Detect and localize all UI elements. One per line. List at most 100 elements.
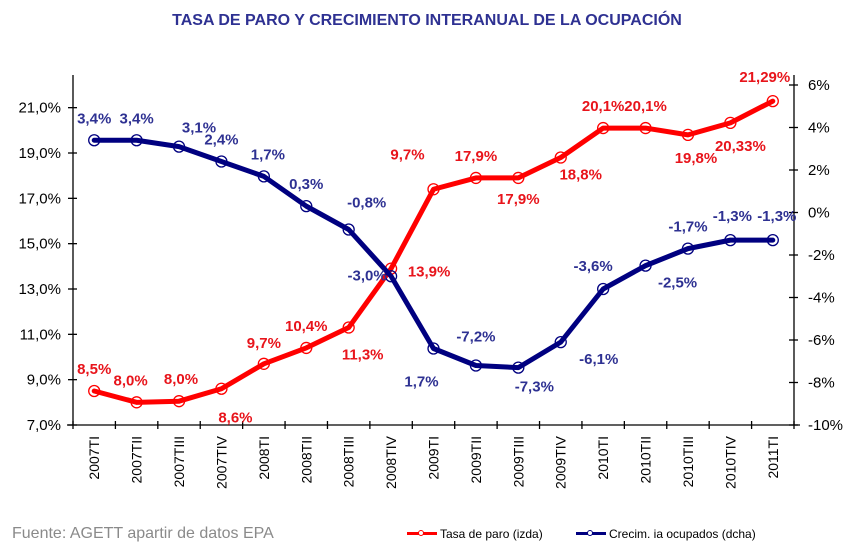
data-label-tasa-de-paro: 18,8% [559,167,602,184]
right-axis-tick-label: -4% [808,290,835,307]
data-point-tasa-de-paro [724,116,737,130]
x-axis-tick-label: 2009TII [468,436,484,483]
right-axis-tick-label: 4% [808,120,830,137]
data-label-crecim-ocupados: -7,3% [515,379,554,396]
data-point-crecim-ocupados [724,233,737,247]
left-axis-tick-label: 9,0% [27,372,61,389]
x-axis-tick-label: 2007TI [86,436,102,480]
data-point-crecim-ocupados [427,342,440,355]
data-point-crecim-ocupados [639,259,652,272]
data-point-tasa-de-paro [639,121,652,135]
legend-label-crecim-ocupados: Crecim. ia ocupados (dcha) [609,527,756,541]
x-axis-tick-label: 2009TI [426,436,442,480]
legend-swatch-blue [576,529,606,539]
data-point-tasa-de-paro [596,121,610,135]
data-point-tasa-de-paro [215,382,228,395]
x-axis-tick-label: 2010TIII [680,436,696,487]
data-point-crecim-ocupados [172,140,186,153]
data-point-crecim-ocupados [681,242,695,255]
data-label-crecim-ocupados: 3,4% [77,110,111,127]
data-label-crecim-ocupados: -6,1% [579,351,618,368]
data-label-tasa-de-paro: 19,8% [675,150,718,167]
data-point-tasa-de-paro [342,321,355,334]
data-label-tasa-de-paro: 9,7% [247,335,281,352]
x-axis-tick-label: 2008TI [256,436,272,480]
series-line-tasa-de-paro [91,98,776,405]
left-axis-tick-label: 19,0% [18,145,61,162]
data-point-tasa-de-paro [257,357,271,370]
right-axis-tick-label: -10% [808,417,843,434]
x-axis-tick-label: 2007TII [129,436,145,483]
data-label-crecim-ocupados: 1,7% [251,146,285,163]
data-point-crecim-ocupados [257,170,271,183]
data-point-crecim-ocupados [469,359,483,372]
data-label-tasa-de-paro: 17,9% [455,148,498,165]
data-label-tasa-de-paro: 10,4% [285,318,328,335]
data-label-crecim-ocupados: 3,1% [182,120,216,137]
data-point-tasa-de-paro [554,151,567,164]
data-label-crecim-ocupados: 0,3% [289,176,323,193]
left-axis-tick-label: 7,0% [27,417,61,434]
right-axis-tick-label: -6% [808,332,835,349]
data-label-tasa-de-paro: 8,0% [114,372,148,389]
data-label-tasa-de-paro: 8,5% [77,361,111,378]
data-label-crecim-ocupados: -1,3% [757,208,796,225]
right-axis-tick-label: 2% [808,162,830,179]
data-label-tasa-de-paro: 20,33% [715,138,766,155]
data-point-tasa-de-paro [766,94,779,108]
data-label-crecim-ocupados: -3,6% [574,258,613,275]
data-label-tasa-de-paro: 9,7% [390,146,424,163]
left-axis-tick-label: 17,0% [18,190,61,207]
data-label-crecim-ocupados: -1,3% [713,208,752,225]
data-label-tasa-de-paro: 11,3% [342,347,384,364]
left-axis-tick-label: 11,0% [20,326,61,343]
data-point-crecim-ocupados [215,155,228,168]
data-label-tasa-de-paro: 20,1% [582,98,625,115]
data-point-tasa-de-paro [681,128,695,142]
data-point-crecim-ocupados [766,233,779,247]
data-point-crecim-ocupados [342,223,355,236]
data-point-crecim-ocupados [554,335,567,349]
x-axis-tick-label: 2008TIII [341,436,357,487]
right-axis-tick-label: -2% [808,247,835,264]
x-axis-tick-label: 2010TII [638,436,654,483]
data-point-crecim-ocupados [384,270,398,283]
x-axis-tick-label: 2010TI [595,436,611,480]
legend-label-tasa-de-paro: Tasa de paro (izda) [440,527,543,541]
x-axis-tick-label: 2009TIV [553,435,569,489]
x-axis-tick-label: 2007TIII [171,436,187,487]
series-line-crecim-ocupados [91,137,776,371]
data-label-tasa-de-paro: 21,29% [739,69,790,86]
chart-title: TASA DE PARO Y CRECIMIENTO INTERANUAL DE… [172,12,682,29]
data-point-tasa-de-paro [469,171,483,185]
data-point-crecim-ocupados [596,282,610,296]
data-label-crecim-ocupados: -7,2% [456,329,495,346]
right-axis-tick-label: -8% [808,375,835,392]
data-label-crecim-ocupados: -0,8% [347,195,386,212]
data-label-crecim-ocupados: 1,7% [404,374,438,391]
left-axis-tick-label: 15,0% [18,236,61,253]
x-axis-tick-label: 2008TIV [383,435,399,489]
right-axis-tick-label: 6% [808,77,830,94]
data-label-crecim-ocupados: -1,7% [668,219,707,236]
x-axis-tick-label: 2008TII [298,436,314,483]
data-point-crecim-ocupados [512,361,525,374]
data-point-tasa-de-paro [427,183,440,196]
data-point-tasa-de-paro [88,384,101,398]
legend-swatch-red [407,529,437,539]
data-label-crecim-ocupados: 2,4% [204,132,238,149]
data-label-crecim-ocupados: -3,0% [347,267,386,284]
data-point-tasa-de-paro [130,396,143,409]
source-note: Fuente: AGETT apartir de datos EPA [12,525,274,542]
data-point-crecim-ocupados [88,134,101,147]
x-axis-tick-label: 2010TIV [722,435,738,489]
x-axis-tick-label: 2011TI [765,436,781,479]
left-axis-tick-label: 13,0% [18,281,61,298]
data-point-tasa-de-paro [300,341,313,355]
legend-item-tasa-de-paro: Tasa de paro (izda) [407,527,543,541]
data-label-tasa-de-paro: 20,1% [624,98,667,115]
data-point-crecim-ocupados [130,134,143,147]
data-point-tasa-de-paro [172,395,186,408]
left-axis-tick-label: 21,0% [18,100,61,117]
